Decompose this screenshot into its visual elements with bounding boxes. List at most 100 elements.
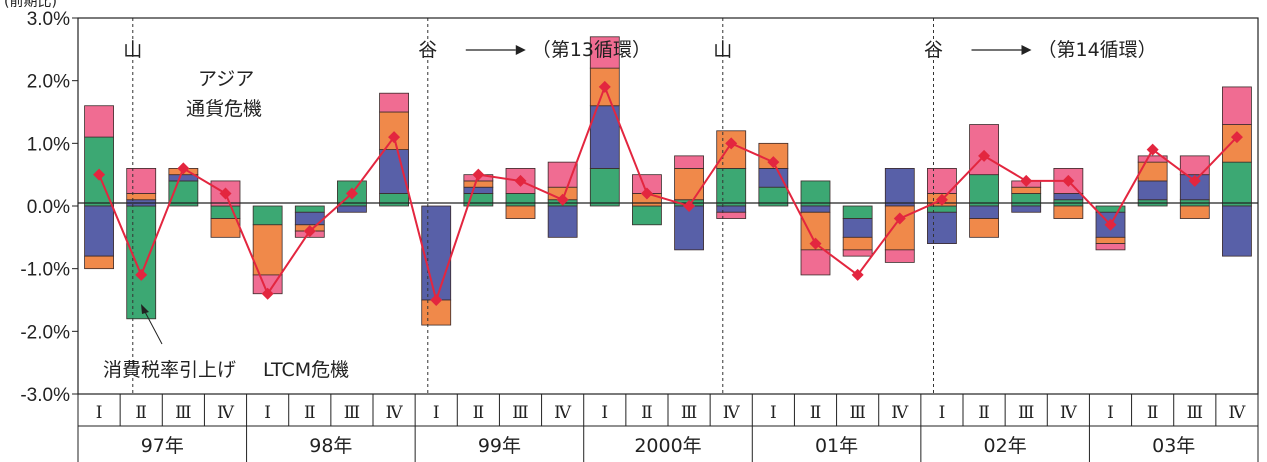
quarter-label: Ⅳ bbox=[217, 403, 235, 423]
bar-segment-green bbox=[1011, 193, 1042, 207]
bar-segment-blue bbox=[1137, 180, 1168, 201]
quarter-label: Ⅰ bbox=[770, 403, 777, 423]
bar-segment-green bbox=[589, 167, 620, 207]
bar-segment-pink bbox=[884, 249, 915, 263]
quarter-label: Ⅰ bbox=[433, 403, 440, 423]
bar-segment-pink bbox=[842, 249, 873, 257]
cycle-marker-label: 谷 bbox=[418, 39, 437, 61]
series-point bbox=[345, 187, 358, 200]
bar-segment-pink bbox=[1179, 155, 1210, 176]
bar-segment-orange bbox=[969, 218, 999, 238]
bar-segment-green bbox=[842, 205, 873, 219]
bar-segment-orange bbox=[842, 236, 873, 251]
quarter-label: Ⅰ bbox=[939, 403, 946, 423]
quarter-label: Ⅱ bbox=[810, 403, 822, 423]
bar-segment-orange bbox=[84, 255, 114, 270]
cycle-marker-label: 山 bbox=[713, 39, 732, 61]
year-label: 01年 bbox=[815, 435, 858, 457]
y-tick-label: -2.0% bbox=[20, 322, 70, 343]
quarter-label: Ⅲ bbox=[175, 403, 191, 423]
bar-segment-orange bbox=[463, 180, 494, 188]
quarter-label: Ⅲ bbox=[1018, 403, 1034, 423]
year-label: 02年 bbox=[984, 435, 1027, 457]
bar-segment-green bbox=[126, 205, 157, 320]
bar-segment-pink bbox=[379, 92, 409, 113]
y-unit-label: (前期比) bbox=[4, 0, 57, 10]
y-tick-label: 0.0% bbox=[27, 197, 70, 218]
series-point bbox=[219, 187, 232, 200]
bar-segment-pink bbox=[1137, 155, 1168, 163]
bar-segment-blue bbox=[884, 167, 915, 207]
series-point bbox=[303, 225, 316, 238]
bar-segment-pink bbox=[1222, 86, 1252, 125]
bar-segment-orange bbox=[716, 130, 747, 169]
series-point bbox=[261, 287, 274, 300]
series-point bbox=[1020, 174, 1033, 187]
bar-segment-green bbox=[1222, 161, 1252, 207]
series-point bbox=[767, 156, 780, 169]
series-point bbox=[809, 237, 822, 250]
bar-segment-blue bbox=[758, 167, 789, 188]
bar-segment-orange bbox=[758, 142, 789, 169]
series-point bbox=[640, 187, 653, 200]
bar-segment-green bbox=[716, 167, 747, 207]
quarter-label: Ⅲ bbox=[681, 403, 697, 423]
quarter-label: Ⅱ bbox=[473, 403, 485, 423]
quarter-label: Ⅱ bbox=[1147, 403, 1159, 423]
bar-segment-blue bbox=[716, 205, 747, 213]
cycle-marker-label: 谷 bbox=[924, 39, 943, 61]
quarter-label: Ⅱ bbox=[304, 403, 316, 423]
bar-segment-orange bbox=[252, 224, 283, 276]
quarter-label: Ⅱ bbox=[978, 403, 990, 423]
series-point bbox=[1230, 131, 1243, 144]
bar-segment-green bbox=[505, 193, 536, 207]
bar-segment-blue bbox=[463, 186, 494, 194]
bar-segment-blue bbox=[800, 205, 831, 213]
y-tick-label: 1.0% bbox=[27, 134, 70, 155]
bar-segment-orange bbox=[1011, 186, 1042, 194]
bar-segment-orange bbox=[1179, 205, 1210, 219]
bar-segment-orange bbox=[674, 167, 704, 201]
bar-segment-green bbox=[632, 205, 662, 226]
quarter-label: Ⅱ bbox=[135, 403, 147, 423]
cycle-arrow-head bbox=[515, 45, 526, 55]
series-point bbox=[135, 268, 148, 281]
quarter-label: Ⅰ bbox=[1107, 403, 1114, 423]
y-tick-label: -3.0% bbox=[20, 385, 70, 406]
series-point bbox=[851, 268, 864, 281]
bar-segment-pink bbox=[126, 167, 157, 194]
bar-segment-green bbox=[969, 174, 999, 207]
year-label: 2000年 bbox=[634, 435, 701, 457]
bar-segment-orange bbox=[1053, 205, 1084, 219]
quarter-label: Ⅳ bbox=[891, 403, 909, 423]
bar-segment-blue bbox=[674, 205, 704, 251]
bar-segment-pink bbox=[505, 167, 536, 194]
cycle-marker-label: 山 bbox=[123, 39, 142, 61]
bar-segment-blue bbox=[84, 205, 114, 257]
series-point bbox=[430, 294, 443, 306]
quarter-label: Ⅰ bbox=[96, 403, 103, 423]
cycle-label: （第13循環） bbox=[532, 39, 651, 61]
annotation-consumption-tax: 消費税率引上げ bbox=[103, 359, 236, 381]
bar-segment-blue bbox=[969, 205, 999, 219]
year-label: 03年 bbox=[1152, 435, 1195, 457]
quarter-label: Ⅲ bbox=[849, 403, 865, 423]
bar-segment-green bbox=[927, 205, 957, 213]
series-line bbox=[98, 84, 1238, 304]
bar-segment-orange bbox=[379, 111, 409, 150]
bar-segment-pink bbox=[84, 105, 114, 138]
series-point bbox=[978, 149, 991, 162]
annotation-asia-crisis-line2: 通貨危機 bbox=[186, 98, 262, 120]
quarter-label: Ⅳ bbox=[1228, 403, 1246, 423]
bar-segment-blue bbox=[1053, 193, 1084, 201]
year-label: 98年 bbox=[309, 435, 352, 457]
bar-segment-blue bbox=[589, 105, 620, 169]
bar-segment-pink bbox=[800, 249, 831, 276]
series-point bbox=[1188, 174, 1201, 187]
series-point bbox=[1146, 143, 1159, 156]
series-point bbox=[556, 193, 569, 206]
bar-segment-pink bbox=[589, 36, 620, 69]
bar-segment-blue bbox=[168, 174, 199, 182]
series-point bbox=[177, 162, 190, 175]
